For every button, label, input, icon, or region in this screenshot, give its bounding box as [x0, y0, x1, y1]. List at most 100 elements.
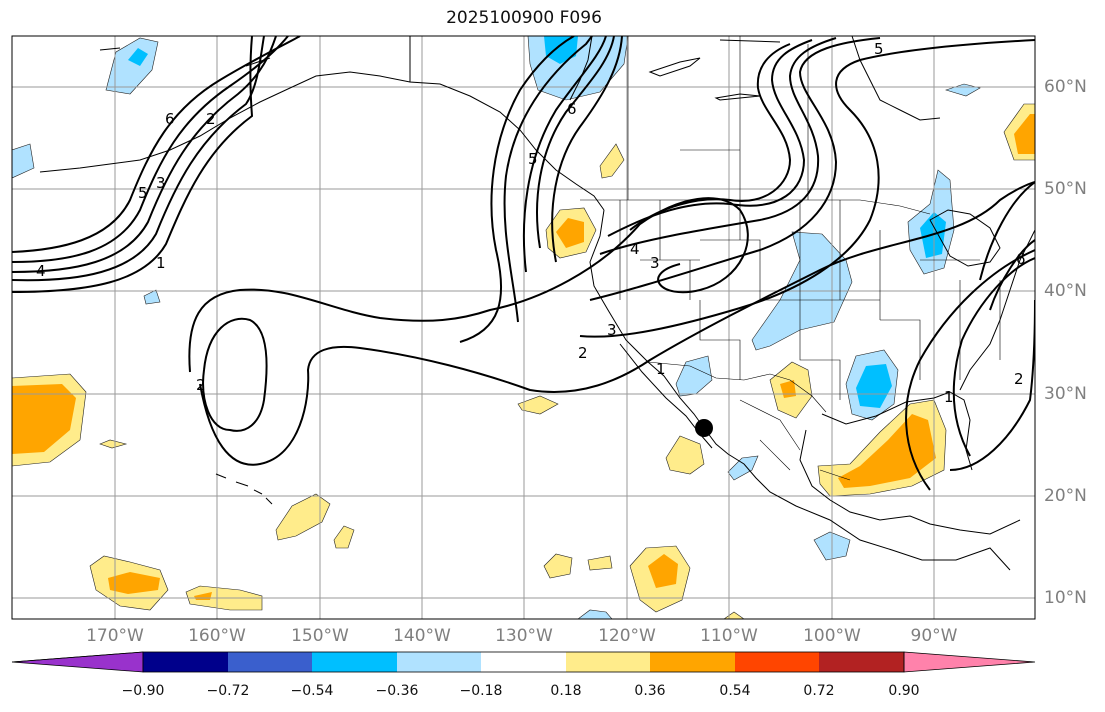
contour-label: 2: [196, 376, 206, 394]
us-mexico-border: [647, 361, 827, 413]
anomaly-region: [599, 143, 625, 179]
colorbar-tick-label: −0.18: [459, 683, 503, 699]
contour-line: [551, 36, 623, 263]
anomaly-region: [556, 218, 584, 248]
anomaly-region: [675, 355, 713, 397]
contour-line: [199, 181, 1035, 466]
colorbar-segment: [735, 652, 819, 672]
canada-provinces: [627, 36, 809, 200]
colorbar-frame: [142, 651, 905, 673]
contour-line: [12, 36, 254, 293]
anomaly-region: [1014, 114, 1035, 154]
anomaly-region: [108, 572, 160, 594]
contour-label: 2: [578, 344, 588, 362]
anomaly-region: [727, 455, 759, 481]
west-coast: [589, 209, 1011, 571]
anomaly-region: [838, 414, 936, 488]
colorbar-tick-label: 0.36: [634, 683, 666, 699]
lon-label: 140°W: [393, 626, 451, 646]
anomaly-region: [99, 439, 128, 449]
contour-label: 5: [874, 40, 884, 58]
colorbar-segment: [312, 652, 397, 672]
colorbar-tick-label: 0.18: [550, 683, 582, 699]
anomaly-region: [143, 289, 161, 305]
contour-label: 5: [528, 150, 538, 168]
anomaly-region: [856, 364, 892, 408]
lon-label: 110°W: [700, 626, 758, 646]
contour-label: 1: [656, 360, 666, 378]
contour-line: [188, 197, 749, 373]
colorbar-tick-label: −0.54: [290, 683, 334, 699]
lat-label: 10°N: [1044, 588, 1087, 608]
state-lines: [619, 200, 1001, 400]
anomaly-region: [543, 553, 573, 579]
canada-coast-north: [569, 36, 593, 101]
contour-lines: [12, 36, 1035, 491]
alaska-coast: [409, 36, 605, 211]
lon-label: 170°W: [86, 626, 144, 646]
anomaly-region: [105, 37, 159, 95]
gulf-coast: [821, 391, 973, 471]
colorbar-tick-label: −0.36: [375, 683, 419, 699]
anomaly-region: [723, 611, 745, 619]
contour-label: 2: [1014, 370, 1024, 388]
contour-line: [989, 239, 1035, 311]
colorbar-segment: [143, 652, 228, 672]
contour-label: 3: [607, 321, 617, 339]
contour-line: [979, 181, 1035, 281]
lon-label: 160°W: [188, 626, 246, 646]
colorbar-tick-label: −0.90: [121, 683, 165, 699]
contour-label: 6: [1016, 250, 1026, 268]
anomaly-region: [648, 554, 678, 588]
lat-label: 30°N: [1044, 384, 1087, 404]
colorbar-tick-label: −0.72: [206, 683, 250, 699]
colorbar-segment: [228, 652, 312, 672]
colorbar-tick-label: 0.72: [803, 683, 835, 699]
contour-label: 1: [944, 388, 954, 406]
point-marker: [695, 419, 713, 437]
contour-line: [12, 36, 265, 282]
colorbar-extend-low: [11, 651, 144, 673]
contour-line: [536, 36, 615, 249]
lat-label: 20°N: [1044, 486, 1087, 506]
contour-label: 3: [650, 254, 660, 272]
anomaly-region: [12, 384, 76, 454]
colorbar-segment: [566, 652, 650, 672]
borders: [409, 36, 1001, 481]
contour-label: 5: [138, 184, 148, 202]
contour-label-group: 6 2 4 5 3 1 6 5 4 3 2 2 3 1 2 1 5 6: [36, 40, 1026, 406]
contour-line: [12, 36, 301, 253]
colorbar: [11, 651, 1036, 673]
anomaly-region: [587, 555, 613, 571]
lat-label: 50°N: [1044, 179, 1087, 199]
colorbar-tick-label: 0.54: [719, 683, 751, 699]
contour-label: 2: [206, 110, 216, 128]
contour-label: 6: [567, 100, 577, 118]
lon-label: 150°W: [291, 626, 349, 646]
lon-label: 120°W: [598, 626, 656, 646]
contour-line: [905, 249, 1035, 491]
contour-label: 4: [36, 262, 46, 280]
contour-line: [629, 43, 792, 231]
coastlines: [39, 36, 1035, 571]
anomaly-region: [275, 493, 331, 541]
contour-line: [589, 37, 881, 301]
contour-line: [607, 39, 813, 237]
contour-label: 1: [156, 254, 166, 272]
anomaly-region: [665, 435, 705, 475]
contour-line: [459, 36, 575, 343]
anomaly-region: [577, 609, 613, 619]
mexico-gulf: [799, 429, 1021, 535]
anomaly-region: [333, 525, 355, 549]
contour-label: 6: [165, 110, 175, 128]
contour-line: [599, 37, 837, 255]
mexico-states: [739, 399, 851, 481]
great-lakes: [929, 209, 1001, 267]
lon-label: 130°W: [495, 626, 553, 646]
colorbar-segment: [397, 652, 481, 672]
anomaly-region: [527, 36, 629, 101]
colorbar-segment: [481, 652, 566, 672]
contour-label: 4: [630, 240, 640, 258]
positive-anomaly-fill: [12, 103, 1035, 619]
